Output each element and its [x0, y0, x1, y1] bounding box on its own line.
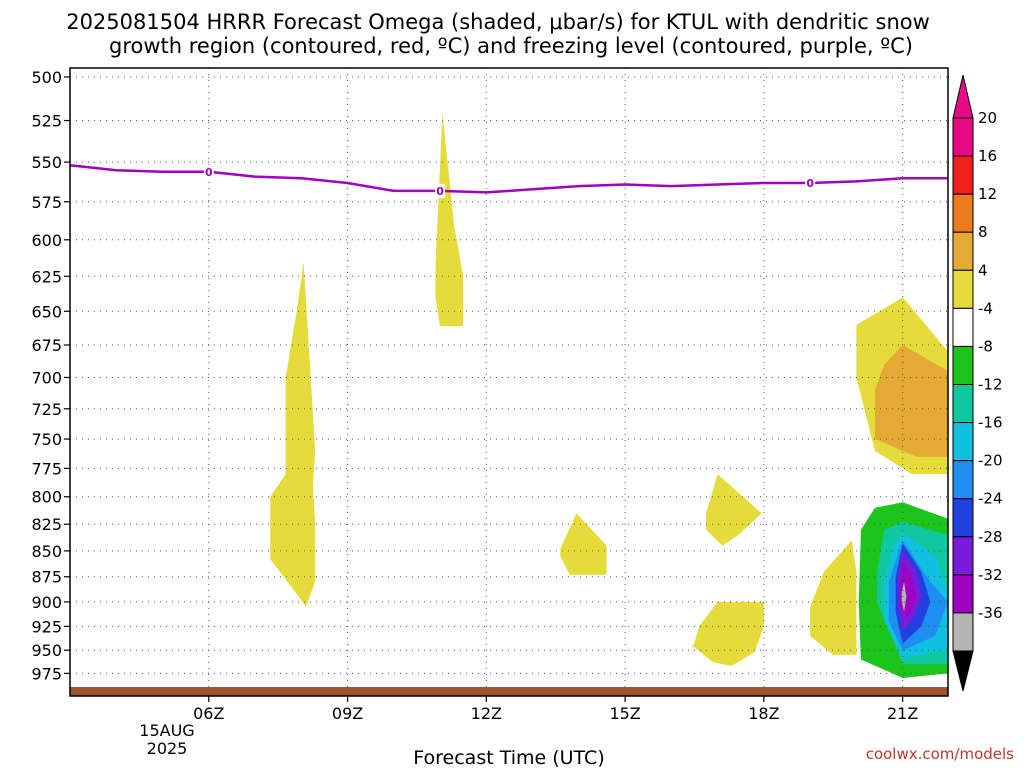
colorbar-label: -32: [978, 566, 1003, 584]
x-axis-label: Forecast Time (UTC): [413, 747, 604, 768]
pressure-axis: 500 525 550 575 600 625 650 675 700 725 750 775 800 8…: [31, 68, 70, 683]
colorbar-bin: [952, 574, 974, 614]
chart-title-line-1: 2025081504 HRRR Forecast Omega (shaded, …: [66, 10, 930, 34]
chart-title-line-2: growth region (contoured, red, ºC) and f…: [109, 34, 913, 58]
freezing-level-label: 0: [806, 177, 814, 190]
y-tick-label: 650: [31, 302, 62, 321]
plot-grid: [70, 68, 948, 696]
colorbar-bin: [952, 193, 974, 233]
colorbar-label: 12: [978, 185, 997, 203]
colorbar-bin: [952, 498, 974, 538]
y-tick-label: 850: [31, 542, 62, 561]
y-tick-label: 775: [31, 459, 62, 478]
colorbar-label: -28: [978, 528, 1003, 546]
colorbar-label: -12: [978, 376, 1003, 394]
y-tick-label: 900: [31, 593, 62, 612]
y-tick-label: 600: [31, 231, 62, 250]
colorbar-label: -36: [978, 604, 1003, 622]
colorbar-bin: [952, 155, 974, 195]
y-tick-label: 725: [31, 400, 62, 419]
y-tick-label: 975: [31, 664, 62, 683]
colorbar-bin: [952, 422, 974, 462]
colorbar-label: -24: [978, 490, 1003, 508]
y-tick-label: 875: [31, 568, 62, 587]
colorbar-bin: [952, 269, 974, 309]
omega-region-5: [692, 601, 764, 666]
colorbar: 20 16 12 8 4 -4 -8 -12 -16 -20 -24 -28 -32 -36: [952, 74, 1003, 692]
freezing-level-line: [69, 164, 948, 194]
colorbar-bin: [952, 460, 974, 500]
colorbar-label: -16: [978, 414, 1003, 432]
x-tick-label: 18Z: [748, 704, 779, 723]
colorbar-bin: [952, 117, 974, 157]
y-tick-label: 700: [31, 368, 62, 387]
colorbar-label: 16: [978, 147, 997, 165]
colorbar-bin: [952, 231, 974, 271]
y-tick-label: 750: [31, 430, 62, 449]
credit-link[interactable]: coolwx.com/models: [866, 745, 1014, 763]
plot-frame: [69, 67, 949, 697]
y-tick-label: 500: [31, 68, 62, 87]
x-tick-label: 15Z: [609, 704, 640, 723]
y-tick-label: 525: [31, 112, 62, 131]
freezing-label-bg: [203, 164, 214, 179]
x-tick-label: 21Z: [887, 704, 918, 723]
surface-terrain: [70, 687, 948, 696]
y-tick-label: 575: [31, 193, 62, 212]
terrain-band: [70, 687, 948, 696]
y-tick-label: 925: [31, 617, 62, 636]
colorbar-label: 20: [978, 109, 997, 127]
colorbar-bin: [952, 384, 974, 424]
freezing-level-label: 0: [205, 166, 213, 179]
omega-region-6: [810, 540, 857, 655]
x-tick-label: 12Z: [471, 704, 502, 723]
colorbar-label: -4: [978, 299, 993, 317]
date-label-year: 2025: [147, 739, 188, 758]
x-tick-label: 09Z: [332, 704, 363, 723]
y-tick-label: 800: [31, 488, 62, 507]
omega-region-16: [901, 581, 907, 612]
colorbar-label: -8: [978, 337, 993, 355]
time-axis: 06Z 09Z 12Z 15Z 18Z 21Z: [193, 696, 918, 723]
colorbar-label: -20: [978, 452, 1003, 470]
omega-region-1: [270, 261, 316, 607]
freezing-label-bg: [805, 175, 816, 190]
colorbar-bin: [952, 345, 974, 385]
colorbar-top-arrow: [952, 74, 974, 119]
freezing-label-bg: [435, 183, 446, 198]
y-tick-label: 675: [31, 336, 62, 355]
x-tick-label: 06Z: [193, 704, 224, 723]
omega-shading: [270, 112, 948, 678]
colorbar-label: 8: [978, 223, 988, 241]
date-label-day: 15AUG: [139, 721, 194, 740]
colorbar-bottom-arrow: [952, 650, 974, 692]
freezing-level-label: 0: [436, 185, 444, 198]
omega-region-4: [706, 474, 762, 546]
y-tick-label: 550: [31, 153, 62, 172]
colorbar-label: 4: [978, 261, 988, 279]
colorbar-bin: [952, 536, 974, 576]
omega-region-3: [560, 513, 607, 575]
colorbar-bin: [952, 307, 974, 347]
freezing-level-contour: 0 0 0: [69, 164, 948, 198]
colorbar-bin: [952, 612, 974, 652]
omega-region-8: [874, 345, 948, 457]
y-tick-label: 625: [31, 267, 62, 286]
omega-region-2: [435, 112, 464, 327]
y-tick-label: 825: [31, 515, 62, 534]
y-tick-label: 950: [31, 641, 62, 660]
